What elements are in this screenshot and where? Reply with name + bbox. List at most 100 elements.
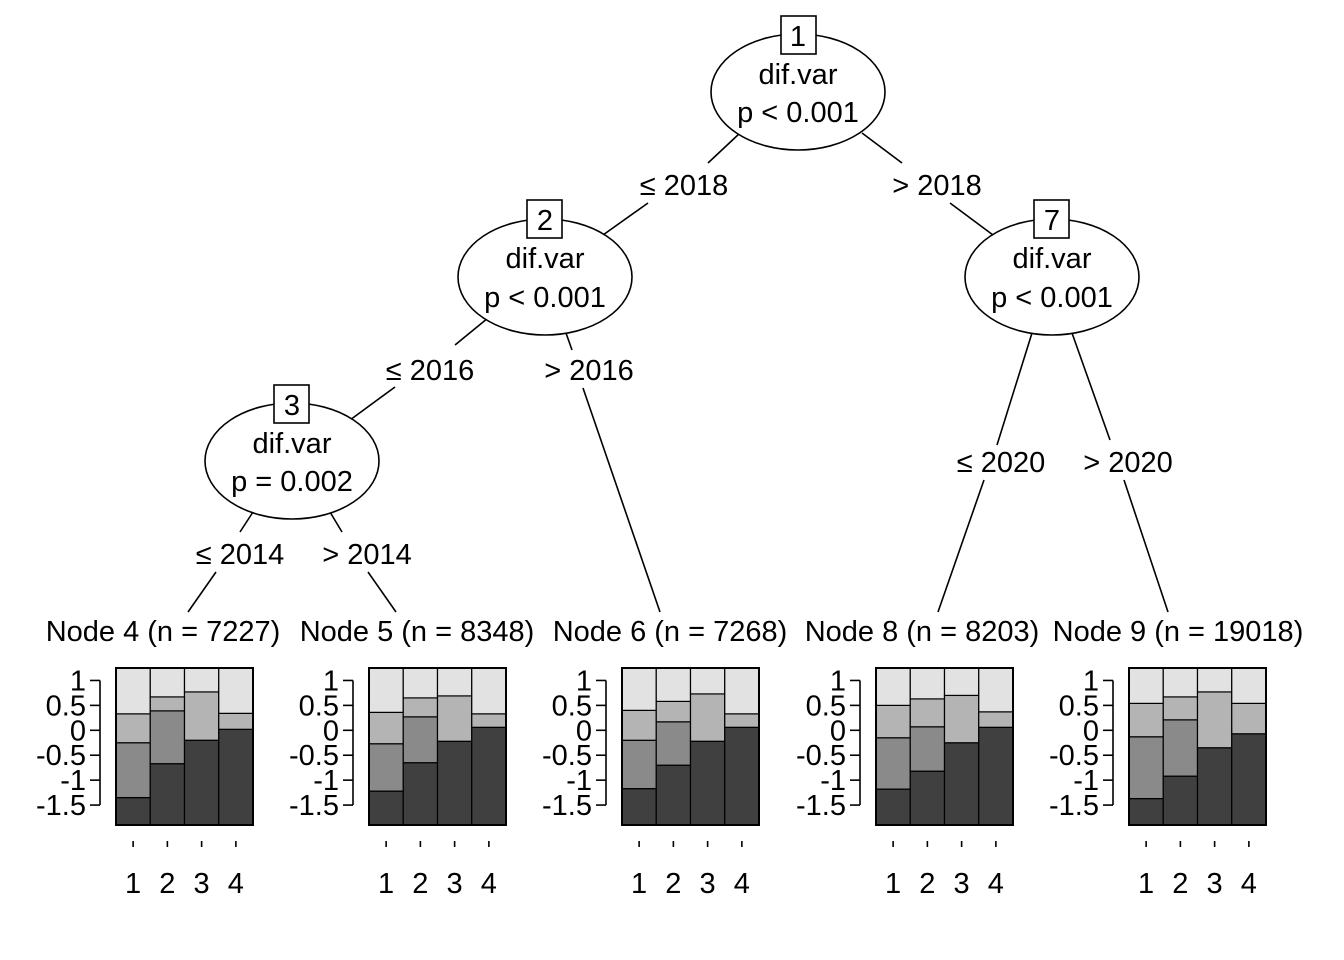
y-tick-label: -1.5 [289, 790, 339, 822]
bar-4-segment-2 [1231, 702, 1267, 735]
panel-frame [115, 667, 254, 826]
edge-2-3-lower [349, 386, 396, 421]
bar-1-segment-4 [875, 667, 911, 706]
edge-label-2-3: ≤ 2016 [386, 355, 475, 387]
panel-title: Node 5 (n = 8348) [300, 616, 535, 648]
y-tick-label: 0.5 [1059, 690, 1099, 722]
bar-1-segment-3 [115, 713, 151, 744]
bar-1-segment-1 [875, 788, 911, 826]
inner-node-3: 3 dif.var p = 0.002 [204, 384, 380, 520]
edge-1-7-lower [949, 202, 994, 236]
x-tick-label: 2 [412, 868, 428, 900]
terminal-node-panels: Node 4 (n = 7227)10.50-0.5-1-1.51 2 3 4Node… [36, 616, 1303, 900]
bar-2-segment-3 [1162, 696, 1199, 721]
bar-3-segment-3 [436, 667, 473, 697]
y-tick-label: 1 [830, 665, 846, 697]
y-tick-label: 0 [323, 715, 339, 747]
node-2-variable: dif.var [506, 243, 585, 275]
x-tick-label: 4 [481, 868, 497, 900]
bar-2-segment-3 [909, 698, 946, 728]
bar-2-segment-1 [655, 764, 692, 826]
bar-3-segment-1 [183, 739, 220, 826]
bar-1-segment-3 [1128, 702, 1164, 738]
y-tick-label: -1 [60, 765, 86, 797]
panel-frame [875, 667, 1014, 826]
x-tick-label: 1 [1138, 868, 1154, 900]
bar-3-segment-1 [689, 740, 726, 826]
y-tick-label: 0.5 [552, 690, 592, 722]
bar-4-segment-1 [218, 728, 254, 826]
edge-2-6-lower [582, 387, 661, 613]
x-tick-label: 2 [159, 868, 175, 900]
bar-4-segment-3 [218, 667, 254, 714]
edge-label-1-2: ≤ 2018 [640, 170, 729, 202]
y-tick-label: -0.5 [289, 740, 339, 772]
bar-3-segment-2 [943, 694, 980, 744]
edge-label-7-8: ≤ 2020 [957, 447, 1046, 479]
bar-2-segment-2 [1162, 719, 1199, 777]
node-3-id: 3 [284, 390, 300, 422]
x-tick-label: 2 [919, 868, 935, 900]
node-1-pvalue: p < 0.001 [737, 97, 859, 129]
x-tick-label: 3 [954, 868, 970, 900]
bar-4-segment-3 [471, 667, 507, 715]
bar-2-segment-4 [149, 667, 186, 698]
edge-7-8 [996, 332, 1033, 446]
bar-2-segment-1 [149, 763, 186, 826]
inner-node-1: 1 dif.var p < 0.001 [710, 15, 886, 151]
bar-3-segment-2 [689, 693, 726, 742]
bar-2-segment-1 [402, 762, 439, 826]
terminal-node-2: Node 5 (n = 8348)10.50-0.5-1-1.51 2 3 4 [289, 616, 534, 900]
bar-2-segment-3 [402, 697, 439, 718]
panel-frame [368, 667, 507, 826]
node-7-variable: dif.var [1013, 243, 1092, 275]
edge-label-1-7: > 2018 [892, 170, 982, 202]
node-7-id: 7 [1044, 205, 1060, 237]
y-tick-label: -1 [820, 765, 846, 797]
node-2-pvalue: p < 0.001 [484, 282, 606, 314]
bar-3-segment-1 [943, 742, 980, 826]
y-tick-label: -1.5 [796, 790, 846, 822]
y-tick-label: -1 [566, 765, 592, 797]
x-tick-label: 2 [665, 868, 681, 900]
bar-1-segment-1 [621, 788, 657, 826]
y-tick-label: 0.5 [806, 690, 846, 722]
y-tick-label: -0.5 [1049, 740, 1099, 772]
x-tick-label: 4 [734, 868, 750, 900]
x-tick-label: 3 [1207, 868, 1223, 900]
bar-2-segment-4 [655, 667, 692, 702]
terminal-node-1: Node 4 (n = 7227)10.50-0.5-1-1.51 2 3 4 [36, 616, 280, 900]
bar-2-segment-2 [402, 716, 439, 764]
y-tick-label: -1.5 [542, 790, 592, 822]
inner-node-7: 7 dif.var p < 0.001 [964, 199, 1140, 336]
bar-3-segment-3 [183, 667, 220, 693]
bar-4-segment-3 [1231, 667, 1267, 704]
y-tick-label: 0 [1083, 715, 1099, 747]
y-tick-label: 1 [70, 665, 86, 697]
edge-2-3 [454, 317, 489, 346]
y-tick-label: 0 [576, 715, 592, 747]
bar-4-segment-2 [978, 711, 1014, 728]
bar-4-segment-3 [978, 667, 1014, 713]
bar-1-segment-4 [368, 667, 404, 713]
terminal-node-5: Node 9 (n = 19018)10.50-0.5-1-1.51 2 3 4 [1049, 616, 1303, 900]
y-tick-label: 0.5 [46, 690, 86, 722]
bar-3-segment-3 [689, 667, 726, 695]
x-tick-label: 1 [631, 868, 647, 900]
bar-1-segment-1 [1128, 797, 1164, 826]
x-tick-label: 1 [885, 868, 901, 900]
bar-3-segment-1 [436, 740, 473, 826]
bar-4-segment-1 [724, 726, 760, 826]
bar-3-segment-3 [943, 667, 980, 697]
bar-1-segment-4 [115, 667, 151, 715]
node-7-pvalue: p < 0.001 [991, 282, 1113, 314]
bar-3-segment-3 [1196, 667, 1233, 693]
terminal-node-3: Node 6 (n = 7268)10.50-0.5-1-1.51 2 3 4 [542, 616, 787, 900]
y-tick-label: -0.5 [796, 740, 846, 772]
x-tick-label: 4 [988, 868, 1004, 900]
node-2-id: 2 [537, 205, 553, 237]
edge-3-4-lower [187, 571, 217, 613]
bar-4-segment-2 [218, 712, 254, 730]
edge-1-7 [861, 132, 903, 164]
edge-3-4 [239, 511, 254, 533]
